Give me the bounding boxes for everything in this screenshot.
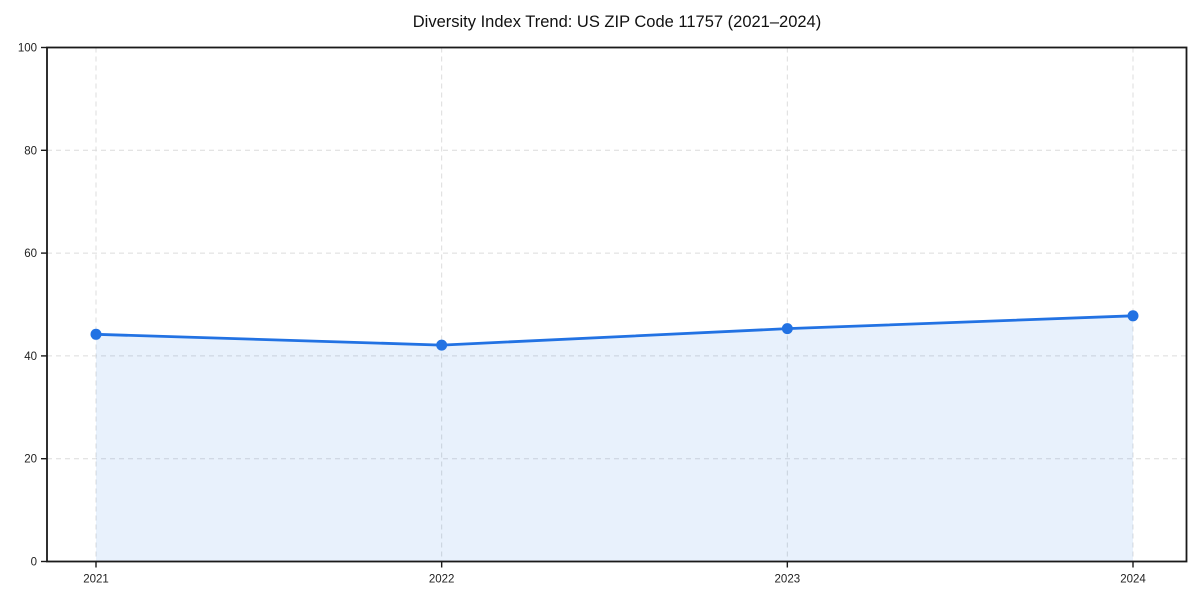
data-point-2021 (90, 328, 102, 340)
data-point-2024 (1127, 310, 1139, 322)
y-tick-label: 40 (24, 351, 37, 363)
trend-line (94, 314, 1135, 347)
x-tick-label: 2024 (1120, 574, 1146, 586)
area-fill (96, 315, 1133, 562)
y-tick-label: 20 (24, 454, 37, 466)
x-tick-label: 2022 (429, 574, 455, 586)
data-point-2023 (781, 323, 793, 335)
chart-title: Diversity Index Trend: US ZIP Code 11757… (412, 13, 822, 31)
plot-border (46, 46, 1188, 563)
x-tick-label: 2021 (83, 574, 109, 586)
data-point-2022 (436, 339, 448, 351)
y-tick-label: 0 (31, 557, 37, 569)
y-tick-label: 100 (18, 43, 37, 55)
x-tick-label: 2023 (775, 574, 801, 586)
y-tick-label: 60 (24, 248, 37, 260)
y-tick-label: 80 (24, 145, 37, 157)
